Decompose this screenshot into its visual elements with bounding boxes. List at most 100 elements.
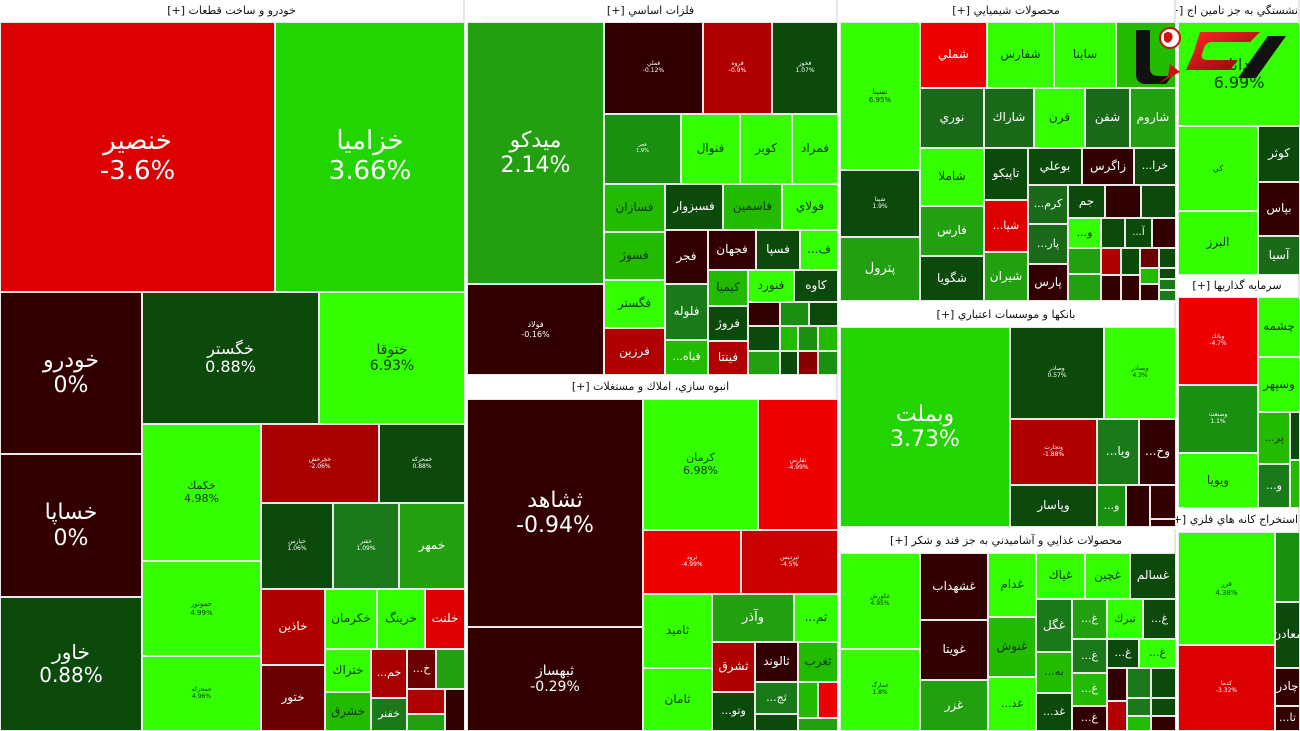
stock-tile[interactable] bbox=[780, 351, 798, 375]
stock-tile[interactable] bbox=[780, 326, 798, 351]
stock-tile[interactable]: خموتور 4.99% bbox=[142, 561, 261, 656]
stock-tile[interactable]: شاروم bbox=[1130, 88, 1176, 148]
stock-tile[interactable]: پارس bbox=[1028, 264, 1068, 301]
stock-tile[interactable]: خپارس 1.06% bbox=[261, 503, 333, 589]
stock-tile[interactable]: خودرو 0% bbox=[0, 292, 142, 454]
stock-tile[interactable]: و... bbox=[1068, 218, 1101, 248]
stock-tile[interactable] bbox=[1150, 519, 1176, 527]
stock-tile[interactable]: خشرق bbox=[325, 692, 371, 731]
stock-tile[interactable] bbox=[1140, 284, 1159, 301]
stock-tile[interactable]: فياه... bbox=[665, 340, 708, 375]
stock-tile[interactable]: ساينا bbox=[1054, 22, 1116, 88]
stock-tile[interactable]: فنوال bbox=[681, 114, 740, 184]
stock-tile[interactable]: فگستر bbox=[604, 280, 665, 328]
stock-tile[interactable]: غ... bbox=[1072, 599, 1107, 639]
stock-tile[interactable]: غمارگ 1.8% bbox=[840, 649, 920, 731]
stock-tile[interactable]: فجر bbox=[665, 230, 708, 284]
stock-tile[interactable] bbox=[1275, 532, 1300, 602]
stock-tile[interactable] bbox=[748, 302, 780, 326]
stock-tile[interactable]: فروژ bbox=[708, 306, 748, 341]
stock-tile[interactable] bbox=[780, 302, 809, 326]
stock-tile[interactable]: فمراد bbox=[792, 114, 838, 184]
stock-tile[interactable] bbox=[1151, 716, 1176, 731]
stock-tile[interactable]: وصنعت 1.1% bbox=[1178, 385, 1258, 453]
stock-tile[interactable] bbox=[1159, 290, 1176, 301]
stock-tile[interactable] bbox=[818, 682, 838, 718]
stock-tile[interactable]: كرمان 6.98% bbox=[643, 399, 758, 530]
stock-tile[interactable]: فرزين bbox=[604, 328, 665, 375]
stock-tile[interactable]: دانا 6.99% bbox=[1178, 22, 1300, 126]
stock-tile[interactable] bbox=[1140, 268, 1159, 284]
stock-tile[interactable]: غ... bbox=[1139, 639, 1176, 668]
stock-tile[interactable]: غ... bbox=[1072, 639, 1107, 673]
stock-tile[interactable]: فاسمين bbox=[723, 184, 782, 230]
stock-tile[interactable]: غ... bbox=[1072, 706, 1107, 731]
stock-tile[interactable] bbox=[1068, 274, 1101, 301]
stock-tile[interactable]: كرم... bbox=[1028, 185, 1068, 224]
stock-tile[interactable]: نوري bbox=[920, 88, 984, 148]
stock-tile[interactable] bbox=[1105, 185, 1141, 218]
stock-tile[interactable]: ثج... bbox=[755, 682, 798, 714]
stock-tile[interactable]: فينتا bbox=[708, 341, 748, 375]
stock-tile[interactable]: البرز bbox=[1178, 211, 1258, 275]
stock-tile[interactable] bbox=[1159, 248, 1176, 268]
stock-tile[interactable]: خرا... bbox=[1134, 148, 1176, 185]
stock-tile[interactable]: ثرود -4.99% bbox=[643, 530, 741, 594]
stock-tile[interactable]: فسبزوار bbox=[665, 184, 723, 230]
stock-tile[interactable]: خكمك 4.98% bbox=[142, 424, 261, 561]
stock-tile[interactable]: غياك bbox=[1036, 553, 1085, 599]
stock-tile[interactable] bbox=[1141, 185, 1176, 218]
stock-tile[interactable]: ثم... bbox=[794, 594, 838, 642]
stock-tile[interactable] bbox=[1107, 668, 1127, 701]
stock-tile[interactable]: تبرك bbox=[1107, 599, 1143, 639]
stock-tile[interactable]: غد... bbox=[1036, 693, 1072, 731]
stock-tile[interactable]: فسازان bbox=[604, 184, 665, 232]
stock-tile[interactable] bbox=[1127, 698, 1151, 716]
stock-tile[interactable]: غد... bbox=[988, 677, 1036, 731]
stock-tile[interactable]: كوثر bbox=[1258, 126, 1300, 182]
stock-tile[interactable]: به... bbox=[1036, 652, 1072, 693]
stock-tile[interactable]: خفنر bbox=[371, 698, 407, 731]
stock-tile[interactable] bbox=[818, 326, 838, 351]
stock-tile[interactable]: فجهان bbox=[708, 230, 756, 270]
stock-tile[interactable]: خلنت bbox=[425, 589, 465, 649]
stock-tile[interactable]: غگل bbox=[1036, 599, 1072, 652]
stock-tile[interactable]: فنورد bbox=[748, 270, 794, 302]
stock-tile[interactable]: فولاي bbox=[782, 184, 838, 230]
stock-tile[interactable]: پترول bbox=[840, 237, 920, 301]
stock-tile[interactable] bbox=[1127, 668, 1151, 698]
stock-tile[interactable] bbox=[1290, 412, 1300, 460]
stock-tile[interactable]: خاور 0.88% bbox=[0, 597, 142, 731]
stock-tile[interactable]: شپا... bbox=[984, 200, 1028, 252]
stock-tile[interactable] bbox=[407, 689, 445, 714]
stock-tile[interactable]: وآذر bbox=[712, 594, 794, 642]
stock-tile[interactable]: وسپهر bbox=[1258, 357, 1300, 412]
stock-tile[interactable]: ويا... bbox=[1097, 419, 1139, 485]
sector-header[interactable]: استخراج كانه هاي فلزي [+] bbox=[1176, 508, 1300, 532]
stock-tile[interactable]: خنصير -3.6% bbox=[0, 22, 275, 292]
stock-tile[interactable]: ختراك bbox=[325, 649, 371, 692]
stock-tile[interactable] bbox=[1107, 701, 1127, 731]
stock-tile[interactable] bbox=[748, 351, 780, 375]
stock-tile[interactable]: پر... bbox=[1258, 412, 1290, 464]
stock-tile[interactable]: جم bbox=[1068, 185, 1105, 218]
stock-tile[interactable]: ختوقا 6.93% bbox=[319, 292, 465, 424]
stock-tile[interactable]: قرن bbox=[1034, 88, 1085, 148]
stock-tile[interactable]: ثشرق bbox=[712, 642, 755, 692]
stock-tile[interactable]: خمحركه 0.88% bbox=[379, 424, 465, 503]
stock-tile[interactable]: غشهداب bbox=[920, 553, 988, 620]
stock-tile[interactable]: بپاس bbox=[1258, 182, 1300, 236]
stock-tile[interactable] bbox=[1150, 485, 1176, 519]
stock-tile[interactable]: پار... bbox=[1028, 224, 1068, 264]
sector-header[interactable]: خودرو و ساخت قطعات [+] bbox=[0, 0, 465, 22]
stock-tile[interactable]: خچرخش -2.06% bbox=[261, 424, 379, 503]
stock-tile[interactable]: ثامان bbox=[643, 668, 712, 731]
stock-tile[interactable]: ف... bbox=[800, 230, 838, 270]
stock-tile[interactable]: وتجارت -1.88% bbox=[1010, 419, 1097, 485]
stock-tile[interactable]: فسپا bbox=[756, 230, 800, 270]
stock-tile[interactable]: خمهر bbox=[399, 503, 465, 589]
stock-tile[interactable]: شگويا bbox=[920, 256, 984, 301]
stock-tile[interactable]: فملي -0.12% bbox=[604, 22, 703, 114]
stock-tile[interactable]: چادر bbox=[1275, 668, 1300, 706]
stock-tile[interactable] bbox=[1159, 268, 1176, 279]
